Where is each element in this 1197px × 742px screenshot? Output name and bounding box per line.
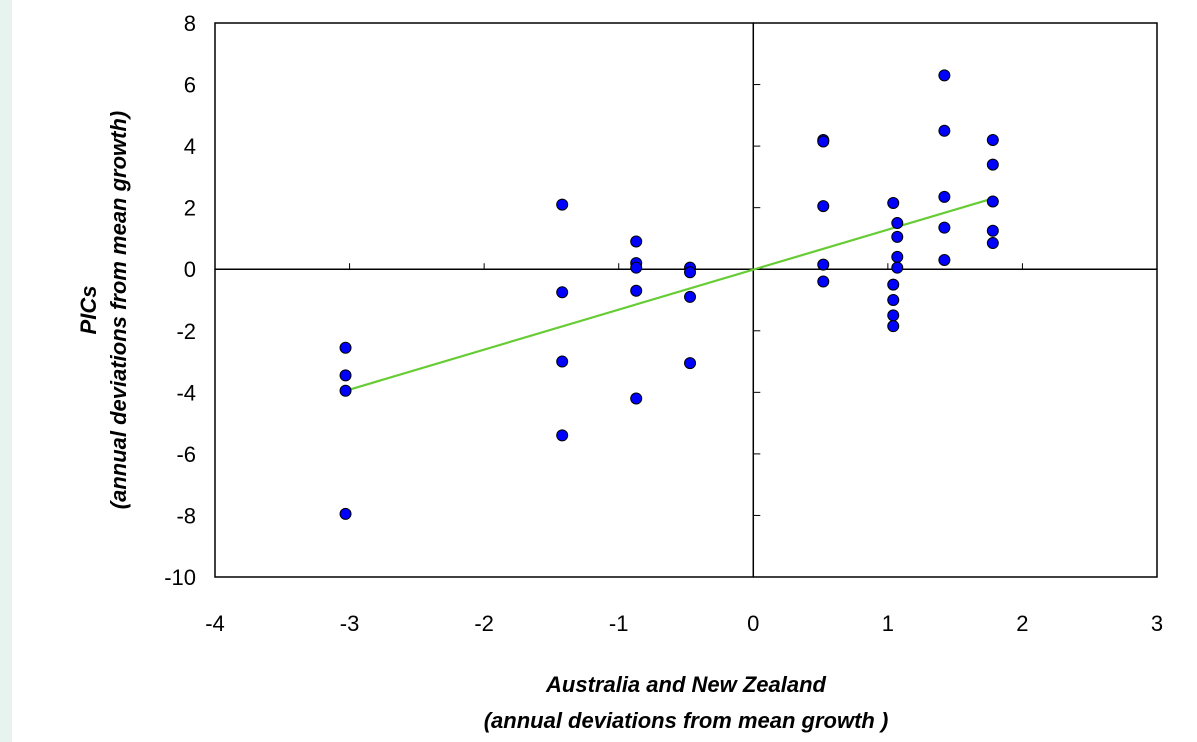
y-tick-label: 6 xyxy=(184,73,196,98)
data-point xyxy=(630,284,643,297)
x-tick-label: -1 xyxy=(609,611,629,636)
data-point xyxy=(887,294,900,306)
data-point xyxy=(630,392,643,405)
y-tick-labels: -10 -8 -6 -4 -2 0 2 4 6 8 xyxy=(164,11,196,590)
data-point xyxy=(986,237,999,250)
data-point xyxy=(684,357,697,370)
x-tick-labels: -4 -3 -2 -1 0 1 2 3 xyxy=(205,611,1163,636)
y-tick-label: 4 xyxy=(184,134,196,159)
data-point xyxy=(938,190,951,203)
y-tick-label: -8 xyxy=(176,503,196,528)
data-point xyxy=(891,217,904,230)
data-point xyxy=(891,261,904,274)
x-tick-label: -2 xyxy=(474,611,494,636)
data-point xyxy=(887,320,900,333)
y-tick-label: 2 xyxy=(184,196,196,221)
chart-frame: -4 -3 -2 -1 0 1 2 3 -10 -8 -6 -4 -2 0 2 4 6 8 Australia … xyxy=(12,0,1197,742)
x-axis-title-line2: (annual deviations from mean growth ) xyxy=(484,708,889,733)
x-tick-label: 0 xyxy=(747,611,759,636)
y-tick-label: -4 xyxy=(176,380,196,405)
data-point xyxy=(339,507,352,520)
trendline-group xyxy=(345,197,994,392)
data-point xyxy=(891,250,904,263)
data-point xyxy=(986,158,999,171)
y-tick-label: 8 xyxy=(184,11,196,36)
y-tick-label: -6 xyxy=(176,442,196,467)
data-point xyxy=(986,133,999,146)
trendline xyxy=(345,197,994,392)
data-point xyxy=(339,341,352,354)
data-point xyxy=(339,369,352,382)
data-point xyxy=(684,290,697,303)
data-point xyxy=(938,124,951,137)
data-point xyxy=(887,197,900,210)
data-point xyxy=(630,261,643,274)
data-point xyxy=(986,224,999,237)
data-points xyxy=(339,69,999,520)
data-point xyxy=(817,258,830,271)
data-point xyxy=(339,384,352,397)
y-tick-label: 0 xyxy=(184,257,196,282)
data-point xyxy=(817,200,830,213)
data-point xyxy=(891,230,904,243)
data-point xyxy=(887,309,900,322)
data-point xyxy=(938,221,951,234)
data-point xyxy=(556,198,569,211)
x-tick-label: 2 xyxy=(1016,611,1028,636)
data-point xyxy=(887,278,900,291)
data-point xyxy=(938,69,951,82)
data-point xyxy=(938,253,951,266)
data-point xyxy=(556,355,569,368)
y-axis-title-line2: (annual deviations from mean growth) xyxy=(106,111,131,509)
x-tick-label: 3 xyxy=(1151,611,1163,636)
x-tick-label: -3 xyxy=(340,611,360,636)
plot-area-border xyxy=(214,22,1158,578)
y-axis-title-line1: PICs xyxy=(76,286,101,335)
data-point xyxy=(556,286,569,299)
data-point xyxy=(817,275,830,288)
x-tick-label: 1 xyxy=(882,611,894,636)
y-tick-label: -2 xyxy=(176,319,196,344)
data-point xyxy=(817,135,830,148)
data-point xyxy=(986,195,999,208)
x-axis-title-line1: Australia and New Zealand xyxy=(545,672,827,697)
x-tick-label: -4 xyxy=(205,611,225,636)
data-point xyxy=(684,266,697,279)
y-tick-label: -10 xyxy=(164,565,196,590)
data-point xyxy=(630,235,643,248)
data-point xyxy=(556,429,569,442)
